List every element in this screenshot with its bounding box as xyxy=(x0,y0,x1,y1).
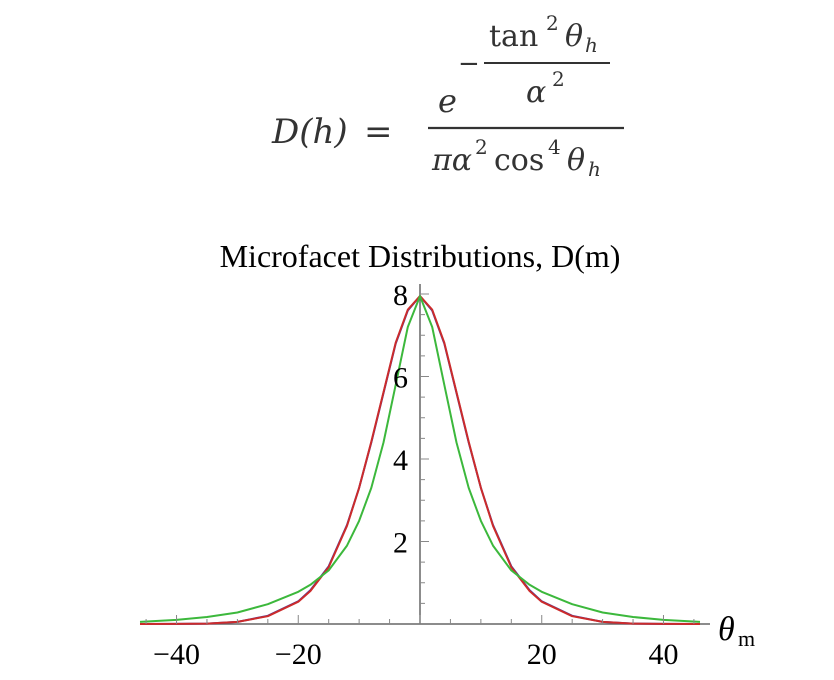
formula-den-sq: 2 xyxy=(475,135,488,159)
chart-ticks: −40 −20 20 40 2 4 6 8 xyxy=(145,279,695,671)
x-tick-label: −20 xyxy=(275,638,322,671)
chart-title: Microfacet Distributions, D(m) xyxy=(220,238,621,274)
y-tick-label: 4 xyxy=(393,444,408,477)
formula-cos-exp: 4 xyxy=(548,135,561,159)
formula-lhs: D(h) xyxy=(271,112,348,152)
x-axis-label: θ xyxy=(718,611,735,648)
chart-axes xyxy=(140,284,710,625)
formula-cos: cos xyxy=(494,143,544,178)
formula-pi-alpha: πα xyxy=(431,143,472,178)
formula-minus: − xyxy=(458,49,480,79)
series-line-3 xyxy=(139,295,701,623)
chart-series xyxy=(139,295,701,625)
y-tick-label: 8 xyxy=(393,279,408,312)
y-tick-label: 6 xyxy=(393,362,408,395)
formula-tan-sq: 2 xyxy=(546,11,559,35)
formula-theta-sub: h xyxy=(585,33,598,57)
microfacet-chart: Microfacet Distributions, D(m) −40 −20 20 4… xyxy=(139,238,755,671)
formula-den-theta-sub: h xyxy=(588,157,601,181)
formula-theta: θ xyxy=(565,19,583,54)
x-tick-label: −40 xyxy=(153,638,200,671)
y-tick-label: 2 xyxy=(393,527,408,560)
formula-tan: tan xyxy=(489,19,538,54)
formula-den-theta: θ xyxy=(567,143,585,178)
formula-alpha-sq: 2 xyxy=(552,67,565,91)
formula-equals: = xyxy=(364,112,393,152)
x-tick-label: 40 xyxy=(648,638,678,671)
ggx-formula: D(h) = e − tan 2 θ h α 2 πα 2 cos 4 θ h xyxy=(271,11,624,181)
formula-e: e xyxy=(438,82,457,120)
formula-alpha: α xyxy=(526,75,546,110)
x-axis-label-sub: m xyxy=(738,626,755,651)
x-tick-label: 20 xyxy=(527,638,557,671)
